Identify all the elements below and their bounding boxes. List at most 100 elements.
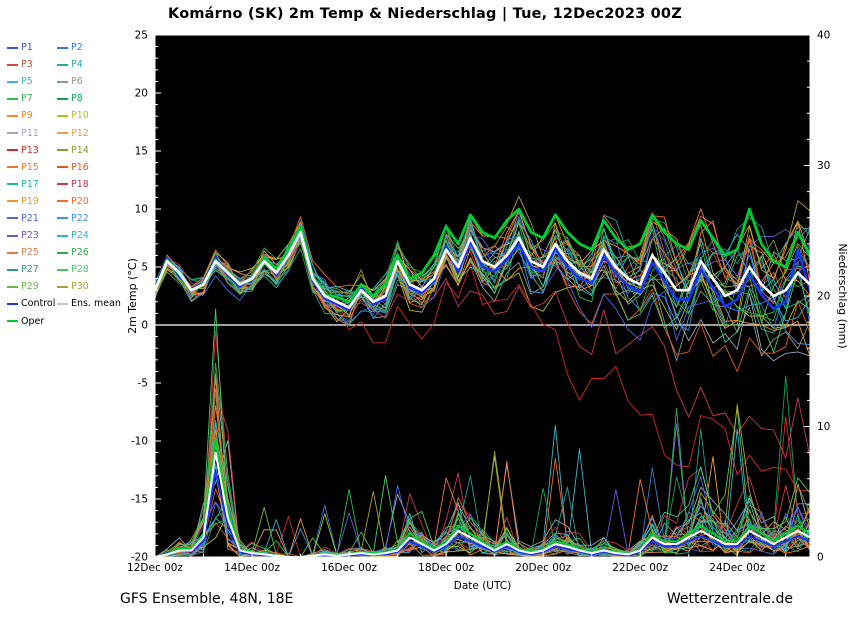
- legend-label: P3: [21, 59, 33, 71]
- legend-line-swatch: [7, 183, 18, 186]
- legend-item-p29: P29: [7, 278, 57, 295]
- x-tick-label: 22Dec 00z: [612, 562, 668, 574]
- legend-label: P4: [71, 59, 83, 71]
- legend-label: P15: [21, 161, 39, 173]
- legend-item-p3: P3: [7, 56, 57, 73]
- legend-label: Ens. mean: [71, 298, 121, 310]
- series-line: [155, 471, 810, 557]
- legend-line-swatch: [7, 132, 18, 135]
- legend-label: P19: [21, 195, 39, 207]
- y-right-tick-label: 30: [817, 160, 830, 172]
- series-line: [155, 207, 810, 304]
- legend-item-p26: P26: [57, 244, 109, 261]
- series-line: [155, 222, 810, 322]
- legend-label: P2: [71, 42, 83, 54]
- legend-item-oper: Oper: [7, 313, 57, 330]
- series-layer: [155, 195, 810, 557]
- legend-label: P26: [71, 247, 89, 259]
- legend-line-swatch: [57, 251, 68, 254]
- series-line: [155, 222, 810, 324]
- y-right-tick-label: 0: [817, 552, 824, 564]
- legend-line-swatch: [57, 302, 68, 305]
- legend-line-swatch: [57, 63, 68, 66]
- legend-label: P24: [71, 230, 89, 242]
- legend-label: P17: [21, 178, 39, 190]
- legend-line-swatch: [57, 217, 68, 220]
- series-line: [155, 451, 810, 557]
- legend-item-p8: P8: [57, 90, 109, 107]
- legend-item-p15: P15: [7, 159, 57, 176]
- legend-item-p11: P11: [7, 124, 57, 141]
- legend-item-p7: P7: [7, 90, 57, 107]
- y-left-tick-label: 15: [135, 146, 148, 158]
- y-left-tick-label: 0: [141, 320, 148, 332]
- legend-line-swatch: [7, 234, 18, 237]
- legend-line-swatch: [57, 97, 68, 100]
- legend-label: P10: [71, 110, 89, 122]
- legend-line-swatch: [7, 217, 18, 220]
- legend-item-p17: P17: [7, 176, 57, 193]
- legend-line-swatch: [57, 132, 68, 135]
- legend-item-p2: P2: [57, 39, 109, 56]
- legend-line-swatch: [57, 149, 68, 152]
- legend-label: P5: [21, 76, 33, 88]
- legend-item-p14: P14: [57, 142, 109, 159]
- legend-label: P14: [71, 144, 89, 156]
- legend-label: P7: [21, 93, 33, 105]
- legend-line-swatch: [7, 285, 18, 288]
- legend-label: P9: [21, 110, 33, 122]
- legend-item-p18: P18: [57, 176, 109, 193]
- y-right-tick-label: 20: [817, 291, 830, 303]
- legend-item-p28: P28: [57, 261, 109, 278]
- legend-label: P12: [71, 127, 89, 139]
- legend-line-swatch: [7, 80, 18, 83]
- legend-label: P29: [21, 281, 39, 293]
- legend-item-p1: P1: [7, 39, 57, 56]
- x-tick-label: 20Dec 00z: [515, 562, 571, 574]
- y-left-tick-label: 25: [135, 30, 148, 42]
- y-left-tick-label: 5: [141, 262, 148, 274]
- series-line: [155, 308, 810, 557]
- legend-item-p10: P10: [57, 107, 109, 124]
- legend-line-swatch: [57, 114, 68, 117]
- legend-label: P6: [71, 76, 83, 88]
- footer-site-credit: Wetterzentrale.de: [666, 591, 793, 607]
- x-tick-label: 24Dec 00z: [709, 562, 765, 574]
- legend-label: P11: [21, 127, 39, 139]
- legend-line-swatch: [7, 166, 18, 169]
- legend-item-p20: P20: [57, 193, 109, 210]
- legend-item-p5: P5: [7, 73, 57, 90]
- y-right-axis-label: Niederschlag (mm): [836, 243, 849, 348]
- series-line: [155, 506, 810, 557]
- y-left-axis-label: 2m Temp (°C): [126, 258, 139, 334]
- legend-label: P27: [21, 264, 39, 276]
- legend-label: P28: [71, 264, 89, 276]
- legend-label: Oper: [21, 315, 45, 327]
- legend-line-swatch: [7, 251, 18, 254]
- legend-line-swatch: [57, 166, 68, 169]
- legend-line-swatch: [7, 97, 18, 100]
- legend-item-p6: P6: [57, 73, 109, 90]
- y-left-tick-label: -20: [131, 552, 148, 564]
- legend-item-p19: P19: [7, 193, 57, 210]
- x-tick-label: 14Dec 00z: [224, 562, 280, 574]
- legend-line-swatch: [7, 46, 18, 49]
- legend-line-swatch: [57, 234, 68, 237]
- legend-label: P25: [21, 247, 39, 259]
- legend-label: P8: [71, 93, 83, 105]
- legend-line-swatch: [7, 268, 18, 271]
- chart-title: Komárno (SK) 2m Temp & Niederschlag | Tu…: [168, 6, 682, 22]
- legend-line-swatch: [57, 46, 68, 49]
- legend-label: P22: [71, 212, 89, 224]
- legend-label: P18: [71, 178, 89, 190]
- legend-item-p25: P25: [7, 244, 57, 261]
- y-left-tick-label: -10: [131, 436, 148, 448]
- legend-label: P23: [21, 230, 39, 242]
- series-line: [155, 220, 810, 322]
- legend-line-swatch: [7, 114, 18, 117]
- legend-label: Control: [21, 298, 56, 310]
- legend: P1 P2 P3 P4 P5 P6 P7 P8 P9 P10 P11 P12 P13 P14 P15 P16 P…: [7, 39, 121, 330]
- y-right-tick-label: 40: [817, 30, 830, 42]
- legend-line-swatch: [7, 149, 18, 152]
- legend-label: P16: [71, 161, 89, 173]
